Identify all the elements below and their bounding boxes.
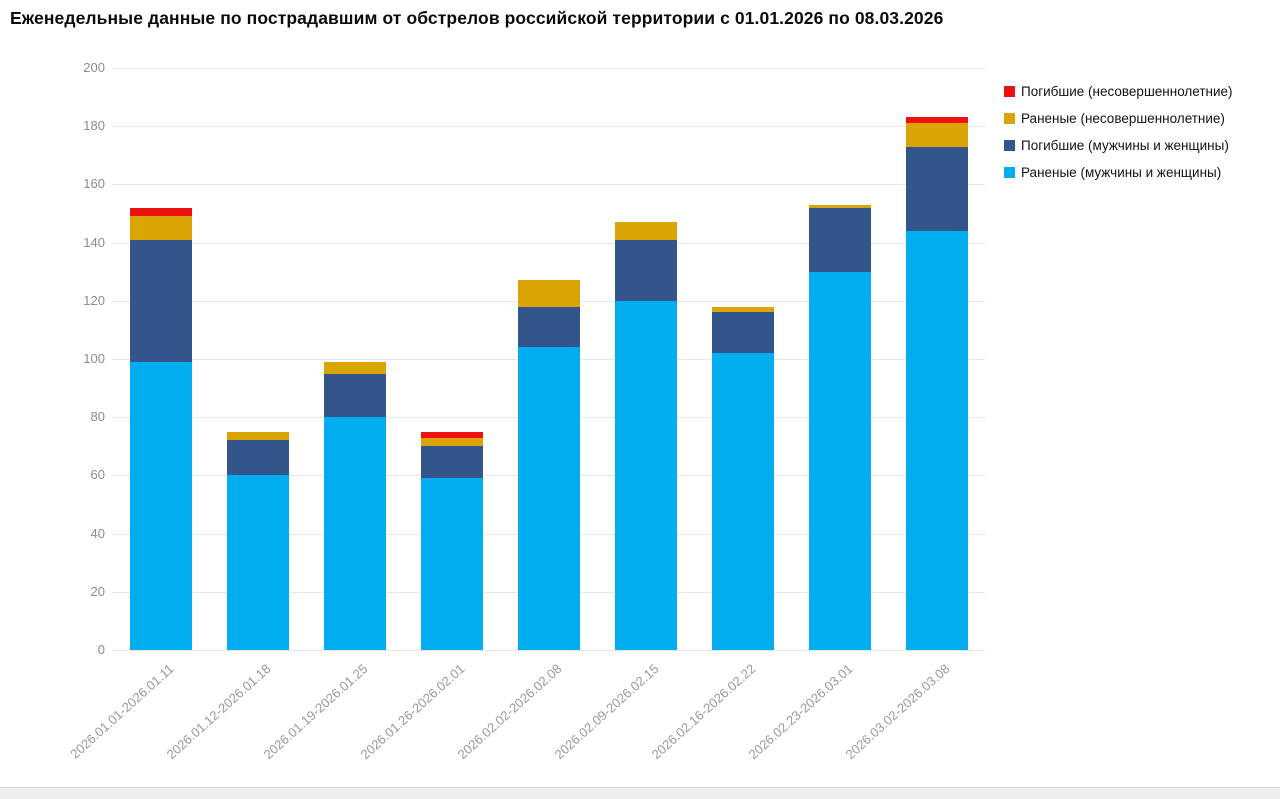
y-tick-label: 160	[83, 176, 105, 191]
bar-segment	[809, 272, 871, 650]
bar-segment	[712, 312, 774, 353]
legend-item: Погибшие (мужчины и женщины)	[1004, 138, 1233, 153]
bar-segment	[809, 205, 871, 208]
legend-swatch	[1004, 86, 1015, 97]
y-tick-label: 0	[97, 642, 105, 657]
y-tick-label: 140	[83, 235, 105, 250]
bar-segment	[906, 123, 968, 147]
legend-swatch	[1004, 167, 1015, 178]
x-tick-label: 2026.01.26-2026.02.01	[357, 661, 468, 763]
y-tick-label: 100	[83, 351, 105, 366]
y-tick-label: 180	[83, 118, 105, 133]
x-tick-label: 2026.03.02-2026.03.08	[842, 661, 953, 763]
legend-label: Раненые (мужчины и женщины)	[1021, 165, 1222, 180]
legend: Погибшие (несовершеннолетние) Раненые (не…	[1004, 84, 1233, 180]
bar-segment	[712, 307, 774, 312]
gridline	[112, 68, 985, 69]
bar-segment	[324, 374, 386, 417]
legend-label: Погибшие (мужчины и женщины)	[1021, 138, 1229, 153]
bar-segment	[906, 231, 968, 650]
bottom-strip	[0, 787, 1280, 799]
bar-segment	[324, 417, 386, 650]
x-tick-label: 2026.01.01-2026.01.11	[67, 661, 177, 762]
bar-segment	[227, 432, 289, 440]
x-tick-label: 2026.02.23-2026.03.01	[745, 661, 856, 763]
bar-segment	[809, 208, 871, 272]
bar-segment	[227, 440, 289, 475]
x-tick-label: 2026.02.16-2026.02.22	[648, 661, 759, 763]
y-tick-label: 120	[83, 293, 105, 308]
y-tick-label: 80	[90, 409, 105, 424]
gridline	[112, 126, 985, 127]
gridline	[112, 650, 985, 651]
bar-segment	[906, 147, 968, 231]
bar-segment	[130, 216, 192, 240]
bar-segment	[130, 208, 192, 216]
legend-item: Погибшие (несовершеннолетние)	[1004, 84, 1233, 99]
bar-segment	[130, 362, 192, 650]
bar-segment	[421, 438, 483, 446]
gridline	[112, 243, 985, 244]
bar-segment	[615, 240, 677, 301]
bar-segment	[906, 117, 968, 123]
bar-segment	[615, 222, 677, 240]
gridline	[112, 184, 985, 185]
bar-segment	[518, 307, 580, 347]
legend-label: Раненые (несовершеннолетние)	[1021, 111, 1225, 126]
chart-title: Еженедельные данные по пострадавшим от о…	[10, 8, 944, 28]
bar-segment	[421, 478, 483, 650]
bar-segment	[518, 280, 580, 307]
bar-segment	[518, 347, 580, 650]
legend-item: Раненые (несовершеннолетние)	[1004, 111, 1233, 126]
legend-item: Раненые (мужчины и женщины)	[1004, 165, 1233, 180]
y-tick-label: 60	[90, 467, 105, 482]
y-tick-label: 200	[83, 60, 105, 75]
y-tick-label: 20	[90, 584, 105, 599]
bar-segment	[130, 240, 192, 362]
bar-segment	[227, 475, 289, 650]
x-tick-label: 2026.02.02-2026.02.08	[454, 661, 565, 763]
bar-segment	[324, 362, 386, 374]
bar-segment	[615, 301, 677, 650]
bar-segment	[712, 353, 774, 650]
x-tick-label: 2026.01.12-2026.01.18	[163, 661, 274, 763]
legend-swatch	[1004, 113, 1015, 124]
y-tick-label: 40	[90, 526, 105, 541]
legend-label: Погибшие (несовершеннолетние)	[1021, 84, 1233, 99]
bar-segment	[421, 446, 483, 478]
legend-swatch	[1004, 140, 1015, 151]
x-tick-label: 2026.01.19-2026.01.25	[260, 661, 371, 763]
x-tick-label: 2026.02.09-2026.02.15	[551, 661, 662, 763]
bar-segment	[421, 432, 483, 438]
